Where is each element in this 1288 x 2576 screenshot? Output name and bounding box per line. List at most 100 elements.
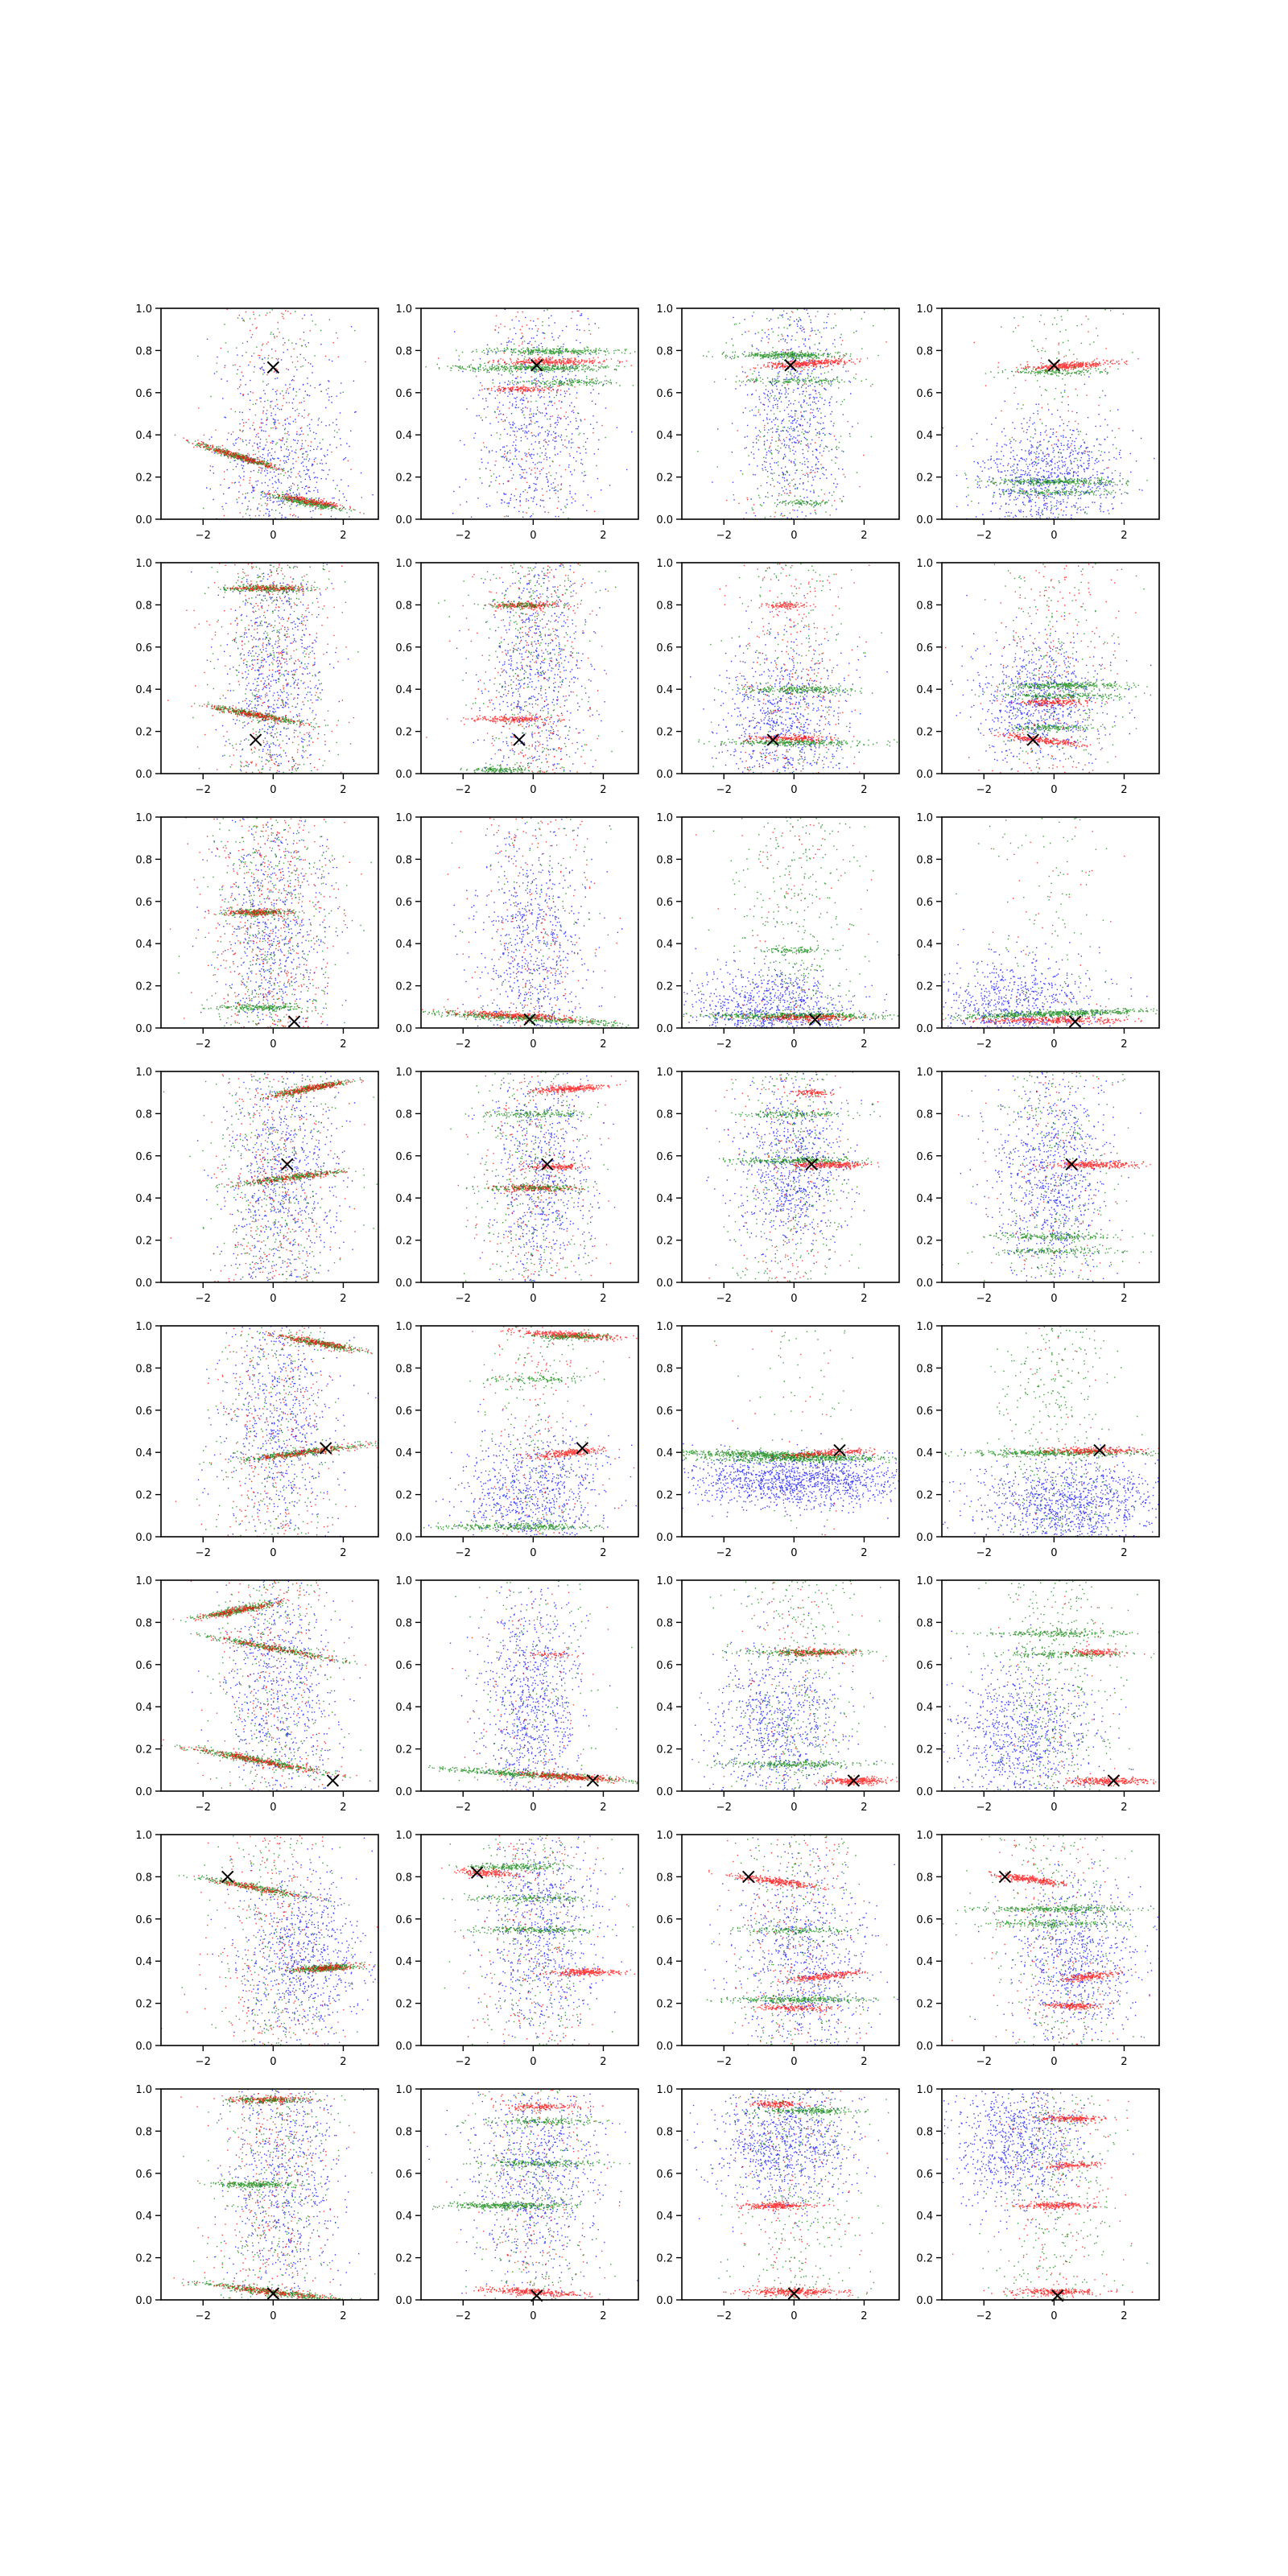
x-tick-label: −2 — [976, 1802, 992, 1814]
scatter-points — [173, 2089, 376, 2300]
green-points — [956, 1628, 1159, 1639]
scatter-points — [441, 1835, 635, 2046]
x-tick-label: −2 — [196, 784, 211, 796]
y-tick-label: 1.0 — [916, 303, 933, 316]
x-tick-label: 2 — [340, 2056, 346, 2068]
y-tick-label: 0.8 — [135, 1872, 152, 1884]
red-points — [1017, 357, 1139, 373]
red-points — [1031, 2161, 1106, 2171]
green-points — [178, 817, 372, 1028]
axes-frame — [941, 308, 1160, 520]
x-marker — [833, 1443, 846, 1457]
panel-r5-c0: −2 0 2 0.0 0.2 0.4 0.6 0.8 1.0 — [135, 1575, 379, 1814]
y-tick-label: 0.8 — [135, 345, 152, 357]
axes-frame — [420, 1579, 639, 1792]
panel-r1-c3: −2 0 2 0.0 0.2 0.4 0.6 0.8 1.0 — [916, 558, 1160, 796]
y-tick-label: 0.2 — [135, 2253, 152, 2265]
x-tick-label: 2 — [1121, 1293, 1127, 1305]
x-tick-label: 0 — [791, 2056, 797, 2068]
y-tick-label: 0.2 — [656, 1744, 673, 1757]
axes-frame — [420, 816, 639, 1029]
x-tick-label: −2 — [716, 1293, 732, 1305]
blue-points — [683, 922, 887, 1028]
green-points — [197, 309, 362, 519]
y-tick-label: 0.2 — [656, 2253, 673, 2265]
red-points — [500, 1327, 638, 1343]
y-tick-label: 1.0 — [395, 2084, 412, 2096]
axes-frame — [420, 1325, 639, 1538]
x-tick-label: 0 — [1051, 784, 1057, 796]
y-tick-label: 0.6 — [656, 1151, 673, 1163]
y-tick-label: 0.2 — [656, 1236, 673, 1248]
blue-points — [468, 1072, 616, 1282]
y-tick-label: 1.0 — [135, 303, 152, 316]
green-points — [222, 2095, 322, 2106]
y-tick-label: 0.0 — [656, 1786, 673, 1798]
y-tick-label: 0.2 — [395, 1744, 412, 1757]
blue-points — [942, 1624, 1134, 1791]
y-tick-label: 0.6 — [395, 1151, 412, 1163]
green-points — [465, 1182, 589, 1192]
x-tick-label: −2 — [196, 1293, 211, 1305]
x-marker — [1047, 359, 1061, 372]
y-tick-label: 0.4 — [656, 2211, 673, 2223]
x-tick-label: 0 — [791, 1547, 797, 1559]
green-points — [460, 1925, 634, 1935]
scatter-points — [687, 2089, 890, 2300]
green-points — [735, 1107, 881, 1121]
axes-frame — [941, 816, 1160, 1029]
green-points — [492, 378, 634, 388]
red-points — [695, 824, 873, 1028]
red-points — [208, 907, 295, 919]
y-tick-label: 0.0 — [916, 1786, 933, 1798]
scatter-points — [428, 1580, 638, 1791]
x-tick-label: 0 — [270, 2056, 276, 2068]
blue-points — [942, 376, 1155, 519]
y-tick-label: 0.4 — [916, 2211, 933, 2223]
y-tick-label: 1.0 — [656, 1067, 673, 1079]
x-tick-label: 2 — [1121, 2310, 1127, 2322]
y-tick-label: 0.6 — [916, 1660, 933, 1672]
y-tick-label: 1.0 — [135, 2084, 152, 2096]
x-marker — [805, 1158, 818, 1170]
y-tick-label: 1.0 — [395, 303, 412, 316]
green-points — [199, 2178, 321, 2190]
red-points — [989, 1871, 1067, 1888]
green-points — [455, 1580, 633, 1791]
panel-r2-c0: −2 0 2 0.0 0.2 0.4 0.6 0.8 1.0 — [135, 812, 379, 1051]
y-tick-label: 0.6 — [135, 1151, 152, 1163]
green-points — [983, 1231, 1154, 1242]
x-tick-label: −2 — [716, 1802, 732, 1814]
y-tick-label: 1.0 — [395, 1321, 412, 1333]
axes-frame — [420, 562, 639, 774]
green-points — [451, 819, 616, 1027]
y-tick-label: 0.0 — [395, 1023, 412, 1035]
green-points — [942, 1007, 1158, 1021]
x-tick-label: 2 — [861, 530, 867, 542]
axes-frame — [160, 2088, 379, 2301]
y-tick-label: 0.0 — [916, 2041, 933, 2053]
x-tick-label: 0 — [791, 2310, 797, 2322]
red-points — [1026, 2114, 1128, 2124]
scatter-points — [425, 308, 638, 519]
y-tick-label: 0.8 — [656, 600, 673, 612]
y-tick-label: 0.8 — [395, 600, 412, 612]
x-tick-label: 0 — [530, 1802, 536, 1814]
y-tick-label: 0.0 — [916, 2295, 933, 2307]
red-points — [943, 1015, 1142, 1025]
axes-frame — [941, 1071, 1160, 1283]
y-tick-label: 0.2 — [395, 981, 412, 993]
x-tick-label: 0 — [1051, 1547, 1057, 1559]
y-tick-label: 1.0 — [135, 1575, 152, 1587]
y-tick-label: 1.0 — [656, 812, 673, 824]
y-tick-label: 1.0 — [395, 1830, 412, 1842]
x-tick-label: 0 — [270, 1293, 276, 1305]
y-tick-label: 0.8 — [916, 854, 933, 866]
x-tick-label: −2 — [976, 2310, 992, 2322]
x-tick-label: 2 — [1121, 530, 1127, 542]
y-tick-label: 0.8 — [656, 1617, 673, 1629]
red-points — [172, 1599, 290, 1621]
x-tick-label: 2 — [600, 1038, 606, 1051]
axes-frame — [160, 308, 379, 520]
x-tick-label: 0 — [791, 530, 797, 542]
